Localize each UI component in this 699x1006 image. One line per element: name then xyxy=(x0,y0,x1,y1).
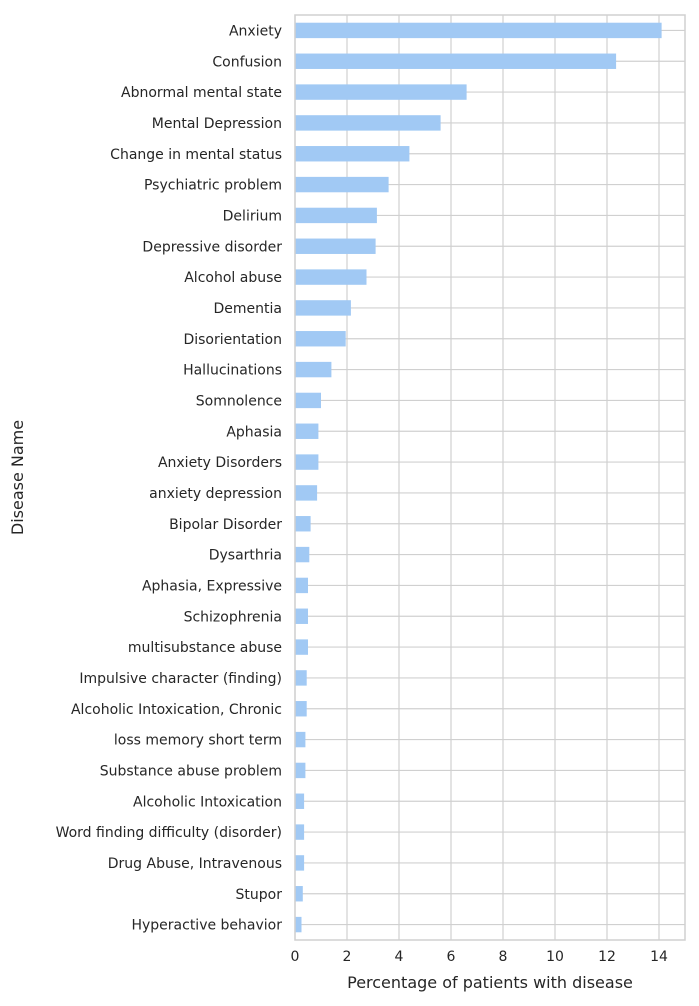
bar xyxy=(295,701,307,717)
y-tick-label: Drug Abuse, Intravenous xyxy=(108,856,282,872)
bar xyxy=(295,361,332,378)
bar xyxy=(295,392,321,409)
bar xyxy=(295,886,303,902)
bar xyxy=(295,146,410,162)
y-tick-label: Stupor xyxy=(236,887,283,903)
y-tick-label: Bipolar Disorder xyxy=(169,517,282,533)
y-tick-label: loss memory short term xyxy=(114,733,282,749)
y-tick-label: Aphasia, Expressive xyxy=(142,578,282,594)
bar xyxy=(295,485,318,501)
y-tick-label: Psychiatric problem xyxy=(144,178,282,194)
bar xyxy=(295,238,376,254)
y-tick-label: Change in mental status xyxy=(110,147,282,163)
bar xyxy=(295,670,307,686)
x-tick-label: 12 xyxy=(598,949,616,965)
x-tick-label: 8 xyxy=(499,949,508,965)
bar xyxy=(295,639,308,655)
y-tick-label: Somnolence xyxy=(196,393,282,409)
bar xyxy=(295,423,319,439)
y-tick-label: Anxiety xyxy=(229,23,282,39)
x-tick-label: 6 xyxy=(447,949,456,965)
bar xyxy=(295,300,351,316)
x-tick-label: 0 xyxy=(291,949,300,965)
plot-border xyxy=(294,14,686,941)
x-tick-label: 2 xyxy=(343,949,352,965)
y-tick-label: Disorientation xyxy=(183,332,282,348)
bars xyxy=(295,22,662,933)
y-tick-label: Abnormal mental state xyxy=(121,85,282,101)
y-tick-label: Confusion xyxy=(212,54,282,70)
bar xyxy=(295,546,310,563)
x-tick-label: 10 xyxy=(546,949,564,965)
y-tick-label: Dementia xyxy=(214,301,282,317)
y-tick-label: Anxiety Disorders xyxy=(158,455,282,471)
y-tick-label: Word finding difficulty (disorder) xyxy=(56,825,282,841)
bar xyxy=(295,269,367,285)
y-tick-label: multisubstance abuse xyxy=(128,640,282,656)
x-tick-label: 14 xyxy=(650,949,668,965)
y-axis-label: Disease Name xyxy=(8,420,27,535)
x-tick-labels: 0 2 4 6 8 10 12 14 xyxy=(291,949,668,965)
bar xyxy=(295,855,305,871)
bar xyxy=(295,207,377,224)
bar xyxy=(295,53,617,69)
y-tick-label: Depressive disorder xyxy=(142,239,282,255)
y-tick-label: Hyperactive behavior xyxy=(131,918,282,934)
x-tick-label: 4 xyxy=(395,949,404,965)
y-tick-label: Schizophrenia xyxy=(184,609,282,625)
bar xyxy=(295,916,302,933)
bar xyxy=(295,608,308,624)
y-tick-label: Substance abuse problem xyxy=(100,763,282,779)
y-tick-label: Alcoholic Intoxication, Chronic xyxy=(71,702,282,718)
y-tick-label: Impulsive character (finding) xyxy=(79,671,282,687)
plot-frame xyxy=(294,14,686,941)
bar xyxy=(295,824,305,840)
y-tick-label: Mental Depression xyxy=(152,116,282,132)
y-tick-label: anxiety depression xyxy=(149,486,282,502)
y-tick-label: Alcohol abuse xyxy=(184,270,282,286)
bar xyxy=(295,516,311,532)
x-axis-label: Percentage of patients with disease xyxy=(347,973,633,992)
y-tick-label: Aphasia xyxy=(226,424,282,440)
bar xyxy=(295,331,346,347)
bar xyxy=(295,731,306,748)
bar xyxy=(295,793,305,809)
y-tick-label: Hallucinations xyxy=(183,363,282,379)
bar xyxy=(295,454,319,470)
y-tick-label: Delirium xyxy=(223,208,282,224)
y-tick-label: Dysarthria xyxy=(209,548,282,564)
bar xyxy=(295,176,389,193)
bar xyxy=(295,577,308,594)
bar xyxy=(295,115,441,131)
bar xyxy=(295,84,467,100)
y-tick-label: Alcoholic Intoxication xyxy=(133,794,282,810)
bar xyxy=(295,22,662,39)
bar xyxy=(295,762,306,779)
y-tick-labels: Anxiety Confusion Abnormal mental state Men… xyxy=(56,23,283,933)
